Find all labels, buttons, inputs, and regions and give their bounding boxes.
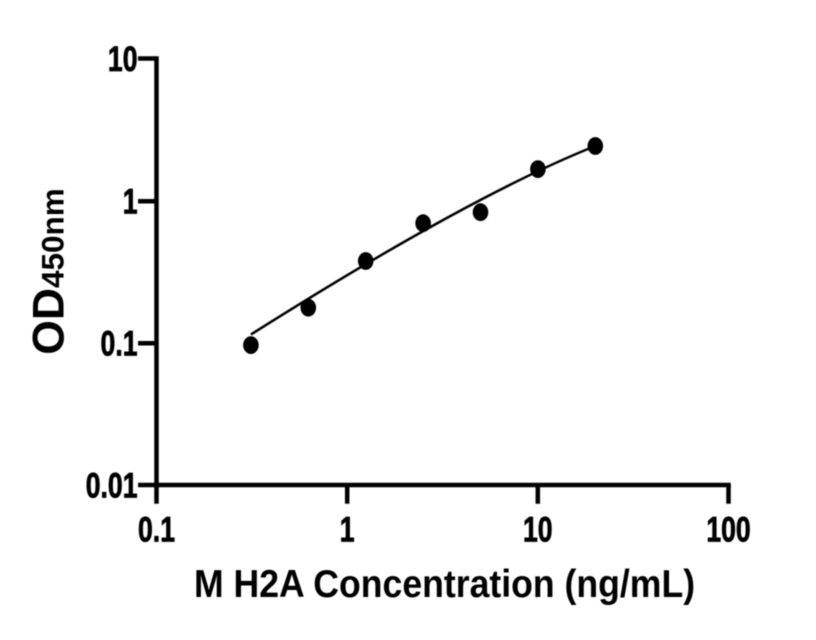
svg-text:M H2A Concentration (ng/mL): M H2A Concentration (ng/mL) — [194, 562, 695, 606]
svg-text:10: 10 — [523, 510, 553, 549]
svg-text:100: 100 — [706, 510, 750, 549]
svg-text:0.01: 0.01 — [86, 466, 138, 505]
svg-text:0.1: 0.1 — [101, 324, 138, 363]
svg-text:1: 1 — [123, 182, 138, 221]
svg-text:1: 1 — [340, 510, 355, 549]
svg-text:0.1: 0.1 — [138, 510, 175, 549]
svg-text:10: 10 — [108, 39, 138, 78]
